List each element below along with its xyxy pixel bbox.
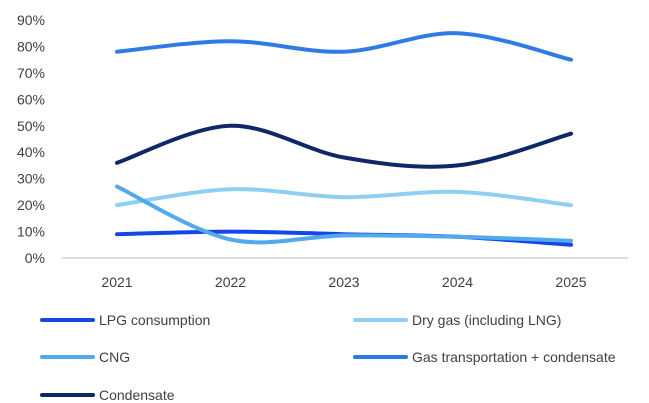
legend-item-cng: CNG — [40, 349, 130, 365]
series-line-cng — [115, 184, 573, 245]
legend: LPG consumption Dry gas (including LNG) CN… — [40, 312, 616, 403]
legend-label: CNG — [99, 349, 130, 365]
y-tick-label: 90% — [17, 12, 45, 28]
legend-item-dry-gas-including-lng: Dry gas (including LNG) — [353, 312, 561, 328]
y-tick-label: 60% — [17, 91, 45, 107]
y-axis: 0% 10% 20% 30% 40% 50% 60% 70% 80% 90% — [17, 12, 45, 266]
y-tick-label: 20% — [17, 197, 45, 213]
series-line-condensate — [115, 123, 573, 169]
series-line-dry-gas-including-lng — [115, 187, 573, 208]
y-tick-label: 70% — [17, 65, 45, 81]
legend-label: Condensate — [99, 387, 175, 403]
y-tick-label: 50% — [17, 118, 45, 134]
plot-series — [115, 31, 573, 247]
x-tick-label: 2025 — [555, 274, 586, 290]
y-tick-label: 40% — [17, 144, 45, 160]
series-line-gas-transportation-condensate — [115, 31, 573, 62]
legend-item-condensate: Condensate — [40, 387, 175, 403]
x-tick-label: 2021 — [101, 274, 132, 290]
x-tick-label: 2023 — [328, 274, 359, 290]
y-tick-label: 10% — [17, 224, 45, 240]
x-tick-label: 2022 — [215, 274, 246, 290]
y-tick-label: 80% — [17, 38, 45, 54]
x-tick-label: 2024 — [442, 274, 473, 290]
legend-label: LPG consumption — [99, 312, 210, 328]
y-tick-label: 30% — [17, 171, 45, 187]
legend-item-lpg-consumption: LPG consumption — [40, 312, 210, 328]
legend-label: Gas transportation + condensate — [412, 349, 616, 365]
legend-label: Dry gas (including LNG) — [412, 312, 561, 328]
legend-item-gas-transportation-condensate: Gas transportation + condensate — [353, 349, 616, 365]
x-axis: 2021 2022 2023 2024 2025 — [101, 274, 586, 290]
y-tick-label: 0% — [25, 250, 45, 266]
